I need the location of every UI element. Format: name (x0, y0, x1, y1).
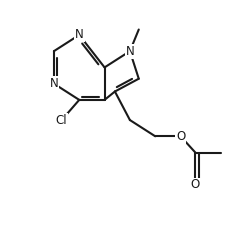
Text: N: N (50, 77, 58, 90)
Text: Cl: Cl (56, 114, 67, 127)
Text: O: O (191, 179, 200, 191)
Text: O: O (176, 130, 185, 143)
Text: N: N (75, 29, 84, 41)
Text: N: N (125, 45, 134, 58)
